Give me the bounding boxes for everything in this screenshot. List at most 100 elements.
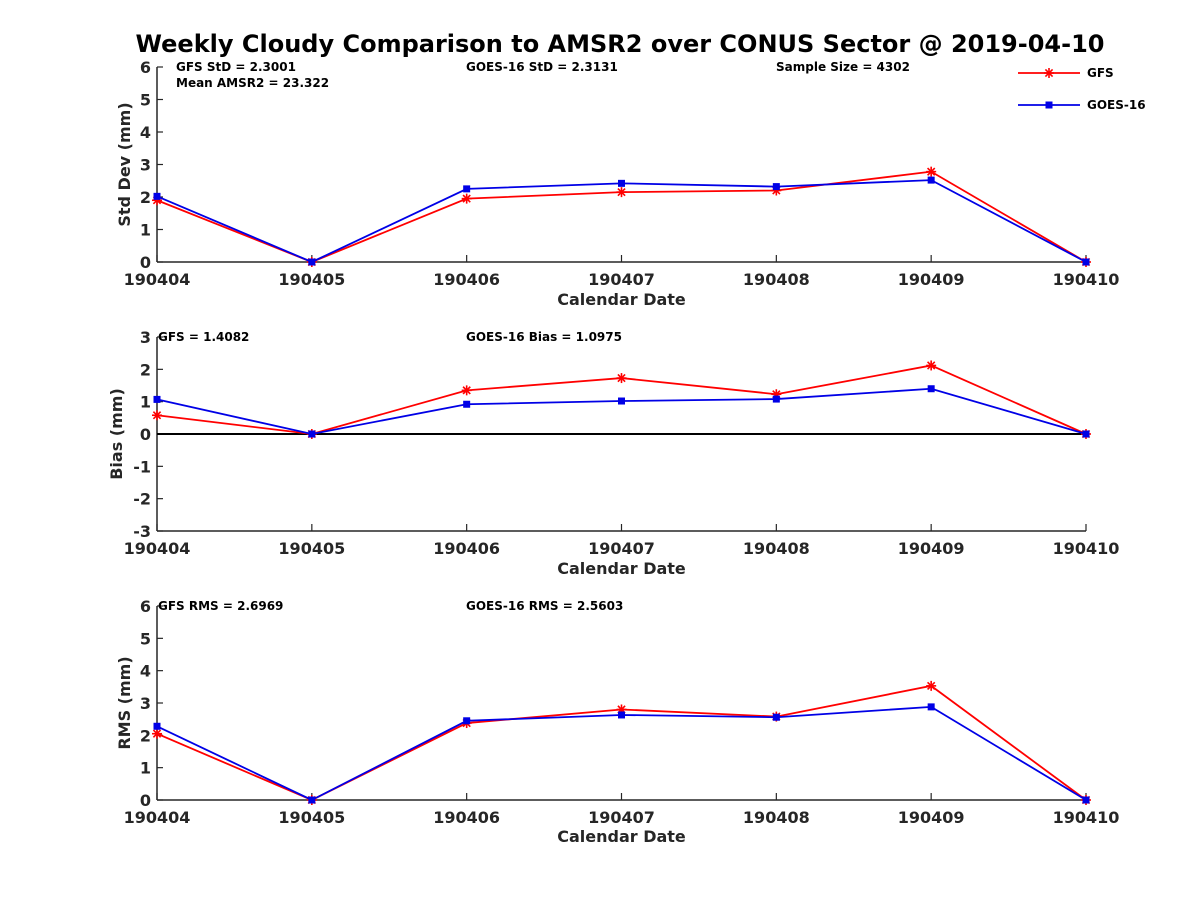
stat-annotation: GFS = 1.4082: [158, 330, 249, 344]
data-point-goes16: [1082, 258, 1090, 266]
legend-label: GOES-16: [1087, 98, 1146, 112]
legend: GFS GOES-16: [1018, 66, 1146, 112]
x-tick-label: 190410: [1053, 539, 1120, 558]
chart-panel-1: 0 1 2 3 4 5 6 190404 190405 190406 190407 190408 190…: [115, 58, 1119, 309]
series-line-goes-16: [156, 387, 1087, 435]
data-point-gfs: [461, 385, 472, 396]
stat-annotation: Sample Size = 4302: [776, 60, 910, 74]
data-point-goes16: [463, 717, 471, 725]
y-tick-label: 2: [140, 726, 151, 745]
x-tick-label: 190405: [278, 808, 345, 827]
data-point-goes16: [153, 395, 161, 403]
marker-stroke: [152, 729, 162, 738]
data-point-goes16: [308, 430, 316, 438]
data-point-goes16: [772, 183, 780, 191]
x-tick-label: 190407: [588, 270, 655, 289]
data-point-goes16: [772, 713, 780, 721]
data-point-gfs: [152, 410, 162, 421]
data-point-goes16: [1082, 430, 1090, 438]
data-point-goes16: [927, 176, 935, 184]
data-point-gfs: [616, 187, 627, 198]
y-tick-label: 3: [140, 694, 151, 713]
y-tick-label: 0: [140, 791, 151, 810]
x-tick-label: 190404: [124, 270, 191, 289]
x-tick-label: 190409: [898, 808, 965, 827]
series-line-gfs: [156, 684, 1087, 801]
data-point-goes16: [618, 397, 625, 405]
y-tick-label: 5: [140, 629, 151, 648]
marker-stroke: [927, 361, 936, 370]
x-tick-label: 190404: [124, 539, 191, 558]
marker-stroke: [462, 194, 471, 203]
x-axis-label: Calendar Date: [557, 559, 686, 578]
x-tick-label: 190409: [898, 539, 965, 558]
y-axis-label: RMS (mm): [115, 656, 134, 749]
y-tick-label: 3: [140, 328, 151, 347]
y-tick-label: 2: [140, 188, 151, 207]
data-point-goes16: [927, 703, 935, 711]
marker-stroke: [462, 386, 471, 395]
y-tick-label: 6: [140, 597, 151, 616]
stat-annotation: GFS StD = 2.3001: [176, 60, 296, 74]
stat-annotation: GFS RMS = 2.6969: [158, 599, 283, 613]
y-tick-label: -2: [133, 490, 151, 509]
x-tick-label: 190406: [433, 270, 500, 289]
y-tick-label: 2: [140, 360, 151, 379]
series-line-goes-16: [156, 705, 1087, 802]
x-axis-label: Calendar Date: [557, 290, 686, 309]
data-point-goes16: [618, 179, 625, 187]
chart-title: Weekly Cloudy Comparison to AMSR2 over C…: [135, 30, 1105, 58]
x-axis-label: Calendar Date: [557, 827, 686, 846]
marker-stroke: [927, 167, 936, 176]
data-point-gfs: [926, 360, 937, 371]
data-point-gfs: [461, 193, 472, 204]
y-tick-label: 1: [140, 221, 151, 240]
y-tick-label: 1: [140, 393, 151, 412]
data-point-goes16: [308, 258, 316, 266]
y-tick-label: 1: [140, 759, 151, 778]
legend-label: GFS: [1087, 66, 1114, 80]
data-point-goes16: [772, 395, 780, 403]
chart-panel-3: 0 1 2 3 4 5 6 190404 190405 190406 190407 190408 190…: [115, 597, 1119, 846]
y-tick-label: 0: [140, 425, 151, 444]
data-point-gfs: [616, 373, 627, 384]
data-point-goes16: [153, 722, 161, 730]
y-tick-label: 0: [140, 253, 151, 272]
marker-stroke: [1044, 68, 1054, 78]
data-point-goes16: [463, 400, 471, 408]
y-tick-label: 4: [140, 123, 151, 142]
data-point-goes16: [618, 711, 625, 719]
x-tick-label: 190404: [124, 808, 191, 827]
x-tick-label: 190410: [1053, 808, 1120, 827]
y-axis-label: Std Dev (mm): [115, 102, 134, 226]
chart-panel-2: -3 -2 -1 0 1 2 3 190404 190405 190406 190407 190408…: [107, 328, 1119, 578]
stat-annotation: GOES-16 StD = 2.3131: [466, 60, 618, 74]
data-point-goes16: [1082, 796, 1090, 804]
data-point-goes16: [927, 385, 935, 393]
y-tick-label: -1: [133, 457, 151, 476]
x-tick-label: 190408: [743, 270, 810, 289]
y-tick-label: 6: [140, 58, 151, 77]
stat-annotation: GOES-16 Bias = 1.0975: [466, 330, 622, 344]
data-point-gfs: [152, 728, 162, 739]
marker-stroke: [617, 187, 626, 197]
data-point-goes16: [308, 796, 316, 804]
x-tick-label: 190405: [278, 539, 345, 558]
data-point-goes16: [463, 185, 471, 193]
x-tick-label: 190407: [588, 808, 655, 827]
data-point-gfs: [926, 680, 937, 691]
marker-stroke: [152, 411, 162, 420]
stat-annotation: Mean AMSR2 = 23.322: [176, 76, 329, 90]
y-tick-label: -3: [133, 522, 151, 541]
data-point-gfs: [926, 166, 937, 177]
x-tick-label: 190406: [433, 808, 500, 827]
x-tick-label: 190408: [743, 808, 810, 827]
x-tick-label: 190406: [433, 539, 500, 558]
stat-annotation: GOES-16 RMS = 2.5603: [466, 599, 623, 613]
legend-marker-goes16: [1045, 101, 1053, 109]
legend-marker-gfs: [1044, 68, 1054, 78]
y-axis-label: Bias (mm): [107, 388, 126, 480]
y-tick-label: 3: [140, 156, 151, 175]
x-tick-label: 190410: [1053, 270, 1120, 289]
